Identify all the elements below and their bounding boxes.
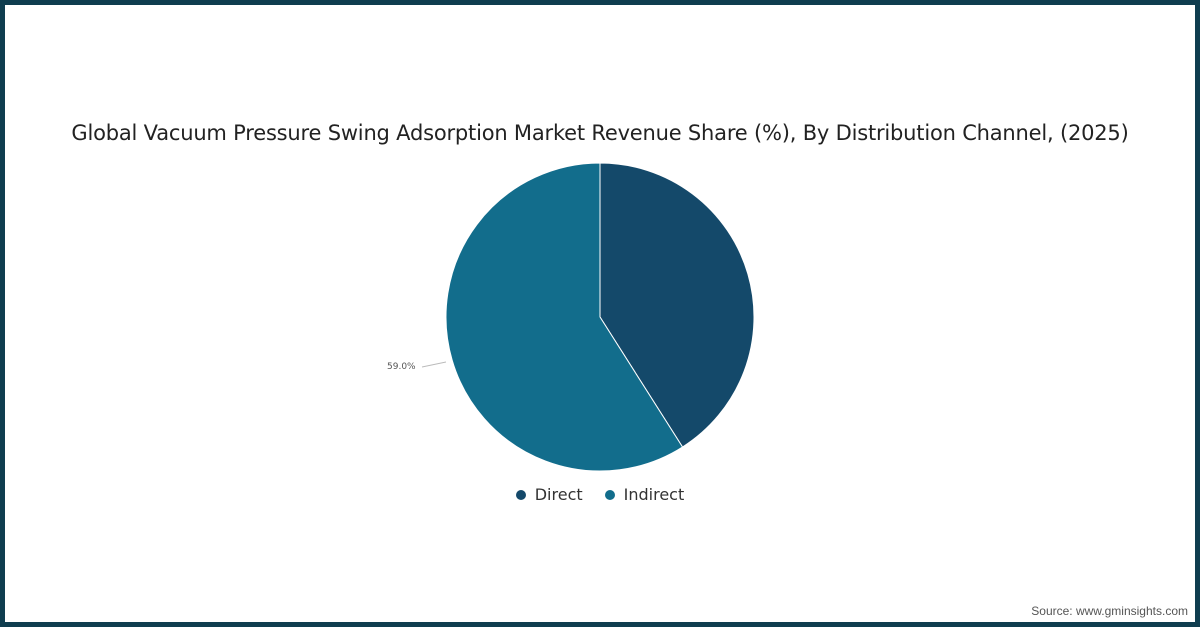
legend-marker-direct-icon — [515, 489, 526, 500]
legend-label-indirect: Indirect — [623, 485, 685, 504]
source-note: Source: www.gminsights.com — [1031, 604, 1188, 618]
data-label-indirect: 59.0% — [387, 362, 416, 372]
pie-slice-indirect[interactable] — [445, 162, 684, 472]
chart-title: Global Vacuum Pressure Swing Adsorption … — [71, 121, 1129, 145]
legend-item-direct[interactable]: Direct — [515, 485, 583, 504]
legend-marker-indirect-icon — [604, 489, 615, 500]
legend-item-indirect[interactable]: Indirect — [604, 485, 685, 504]
pie-slice-direct[interactable] — [599, 162, 755, 448]
legend-label-direct: Direct — [534, 485, 583, 504]
legend: Direct Indirect — [0, 485, 1200, 504]
label-leader-line — [421, 361, 447, 368]
